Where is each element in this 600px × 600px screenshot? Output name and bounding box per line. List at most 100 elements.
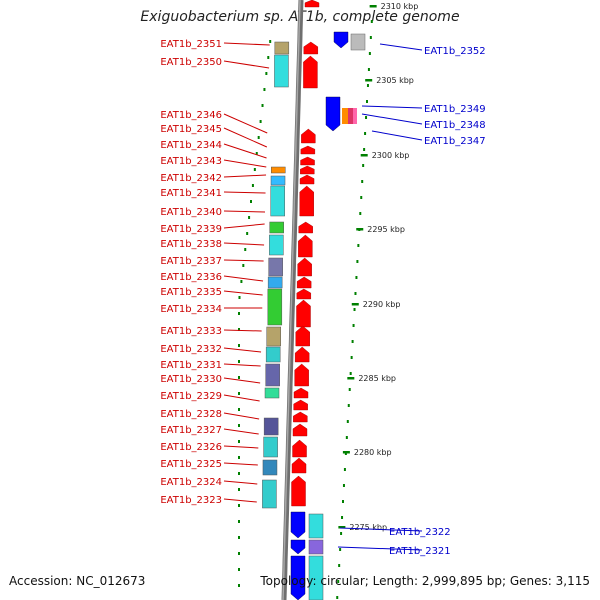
gene-leader-line: [223, 347, 262, 353]
guide-dot: [368, 52, 371, 55]
guide-dot: [251, 184, 254, 187]
guide-dot: [369, 36, 372, 39]
guide-dot: [339, 548, 342, 551]
gene-label-eat1b_2345: EAT1b_2345: [160, 124, 222, 135]
gene-label-eat1b_2330: EAT1b_2330: [160, 374, 222, 385]
guide-dot: [267, 56, 270, 59]
gene-leader-line: [361, 113, 423, 125]
gene-block: [269, 221, 284, 234]
gene-leader-line: [223, 42, 270, 46]
guide-dot: [238, 376, 240, 379]
topology-text: Topology: circular; Length: 2,999,895 bp…: [260, 574, 590, 588]
gene-label-eat1b_2348: EAT1b_2348: [424, 120, 486, 131]
gene-label-eat1b_2331: EAT1b_2331: [160, 360, 222, 371]
gene-block: [265, 346, 281, 363]
gene-arrow-plus: [293, 387, 309, 399]
gene-arrow-plus: [304, 0, 320, 8]
guide-dot: [357, 244, 360, 247]
guide-dot: [370, 20, 373, 23]
gene-block: [263, 417, 279, 436]
guide-dot: [356, 260, 359, 263]
guide-dot: [337, 580, 340, 583]
guide-dot: [238, 568, 240, 571]
gene-leader-line: [223, 159, 267, 168]
guide-dot: [354, 292, 357, 295]
gene-label-eat1b_2324: EAT1b_2324: [160, 477, 222, 488]
gene-arrow-plus: [297, 257, 312, 277]
gene-label-eat1b_2334: EAT1b_2334: [160, 304, 222, 315]
gene-leader-line: [223, 191, 266, 194]
gene-block: [350, 33, 366, 51]
kbp-tick-mark: [338, 526, 346, 529]
gene-label-eat1b_2349: EAT1b_2349: [424, 104, 486, 115]
kbp-tick-mark: [360, 154, 368, 157]
gene-arrow-plus: [303, 41, 319, 55]
gene-arrow-plus: [293, 411, 308, 423]
gene-arrow-plus: [296, 288, 312, 300]
guide-dot: [269, 40, 272, 43]
gene-block: [262, 459, 278, 476]
gene-block: [308, 539, 324, 555]
guide-dot: [238, 456, 240, 459]
gene-leader-line: [223, 329, 262, 332]
gene-leader-line: [223, 480, 258, 485]
guide-dot: [355, 276, 358, 279]
gene-label-eat1b_2352: EAT1b_2352: [424, 46, 486, 57]
gene-label-eat1b_2336: EAT1b_2336: [160, 272, 222, 283]
gene-label-eat1b_2347: EAT1b_2347: [424, 136, 486, 147]
gene-label-eat1b_2346: EAT1b_2346: [160, 110, 222, 121]
kbp-tick-label: 2285 kbp: [358, 374, 396, 383]
kbp-tick-mark: [365, 79, 373, 82]
kbp-tick-label: 2300 kbp: [372, 151, 410, 160]
gene-arrow-plus: [293, 399, 308, 411]
guide-dot: [238, 520, 240, 523]
gene-leader-line: [223, 127, 268, 148]
guide-dot: [338, 564, 341, 567]
gene-block: [271, 166, 286, 174]
kbp-tick-label: 2310 kbp: [381, 2, 419, 11]
gene-block: [267, 276, 283, 289]
gene-arrow-plus: [299, 174, 315, 185]
gene-leader-line: [223, 498, 257, 503]
gene-leader-line: [223, 60, 270, 69]
kbp-tick-mark: [342, 451, 350, 454]
guide-dot: [350, 356, 353, 359]
gene-arrow-plus: [303, 55, 318, 89]
gene-arrow-plus: [292, 423, 308, 437]
guide-dot: [238, 536, 240, 539]
guide-dot: [341, 516, 344, 519]
guide-dot: [238, 312, 240, 315]
gene-block: [308, 513, 324, 539]
guide-dot: [345, 436, 348, 439]
gene-leader-line: [223, 412, 260, 420]
guide-dot: [244, 248, 247, 251]
kbp-tick-mark: [356, 228, 364, 231]
guide-dot: [238, 360, 240, 363]
gene-block: [308, 555, 324, 600]
gene-leader-line: [223, 275, 264, 282]
guide-dot: [259, 120, 262, 123]
gene-leader-line: [223, 363, 261, 367]
guide-dot: [365, 116, 368, 119]
genome-backbone: [281, 0, 304, 600]
guide-dot: [255, 152, 258, 155]
guide-dot: [362, 164, 365, 167]
guide-dot: [336, 596, 339, 599]
guide-dot: [346, 420, 349, 423]
gene-leader-line: [371, 130, 423, 141]
kbp-tick-label: 2295 kbp: [367, 225, 405, 234]
gene-leader-line: [223, 174, 267, 178]
gene-block: [342, 108, 348, 124]
gene-label-eat1b_2327: EAT1b_2327: [160, 425, 222, 436]
guide-dot: [238, 344, 240, 347]
guide-dot: [363, 148, 366, 151]
gene-block: [266, 326, 281, 347]
gene-label-eat1b_2337: EAT1b_2337: [160, 256, 222, 267]
gene-label-eat1b_2343: EAT1b_2343: [160, 156, 222, 167]
guide-dot: [366, 84, 369, 87]
gene-label-eat1b_2344: EAT1b_2344: [160, 140, 222, 151]
gene-leader-line: [379, 43, 423, 51]
gene-leader-line: [223, 223, 265, 229]
kbp-tick-label: 2305 kbp: [376, 76, 414, 85]
